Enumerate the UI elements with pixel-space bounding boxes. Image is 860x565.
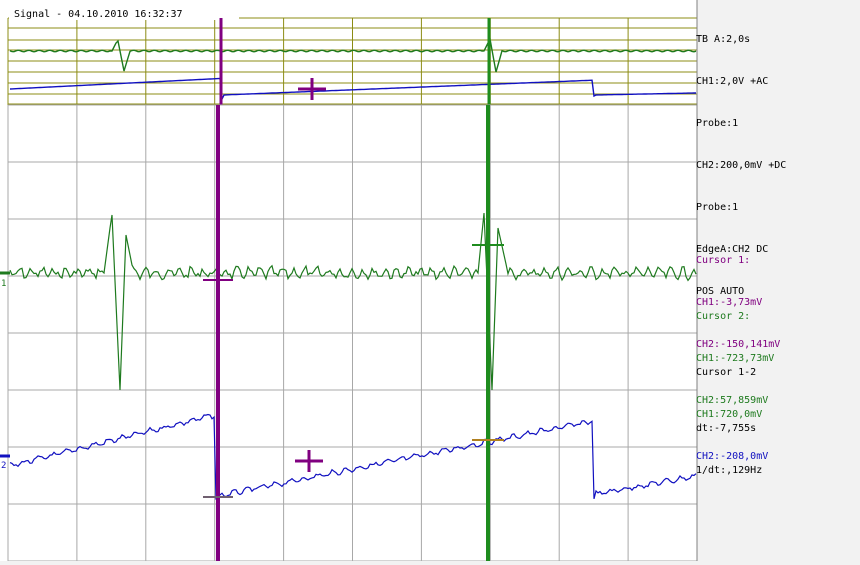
overview-trigger-marker[interactable] [298, 78, 326, 100]
window-title: Signal - 04.10.2010 16:32:37 [14, 9, 183, 20]
overview-ch2-trace [9, 77, 696, 102]
frequency-value: 1/dt:,129Hz [696, 465, 763, 476]
ch2-probe: Probe:1 [696, 202, 739, 213]
cursor1-ch1-value: CH1:-3,73mV [696, 297, 763, 308]
cursor1-title: Cursor 1: [696, 255, 751, 266]
cursor2-ch1-value: CH1:-723,73mV [696, 353, 775, 364]
timing-readout: dt:-7,755s 1/dt:,129Hz [696, 394, 860, 506]
cursor-delta-ch1: CH1:720,0mV [696, 409, 763, 420]
cursor2-ch2-value: CH2:57,859mV [696, 395, 769, 406]
ch1-setting: CH1:2,0V +AC [696, 76, 769, 87]
cursor-delta-title: Cursor 1-2 [696, 367, 757, 378]
ch2-marker-label: 2 [1, 461, 6, 471]
trigger-mode: POS AUTO [696, 286, 745, 297]
ch2-trace [9, 413, 697, 500]
cursor2-title: Cursor 2: [696, 311, 751, 322]
timebase-label: TB A:2,0s [696, 34, 751, 45]
ch1-trace [9, 212, 697, 391]
cursor1-ch2-value: CH2:-150,141mV [696, 339, 781, 350]
ch1-marker-label: 1 [1, 279, 6, 289]
overview-ch1-trace [9, 36, 697, 73]
cursor-delta-ch2: CH2:-208,0mV [696, 451, 769, 462]
trigger-edge: EdgeA:CH2 DC [696, 244, 769, 255]
title-bar-background [9, 6, 239, 20]
dt-value: dt:-7,755s [696, 423, 757, 434]
cursor1-readout: Cursor 1: CH1:-3,73mV CH2:-150,141mV [696, 226, 860, 380]
ch1-probe: Probe:1 [696, 118, 739, 129]
ch2-setting: CH2:200,0mV +DC [696, 160, 787, 171]
cursor2-readout: Cursor 2: CH1:-723,73mV CH2:57,859mV [696, 282, 860, 436]
settings-panel: TB A:2,0s CH1:2,0V +AC Probe:1 CH2:200,0… [696, 5, 860, 327]
cursor-delta-readout: Cursor 1-2 CH1:720,0mV CH2:-208,0mV [696, 338, 860, 492]
trigger-marker[interactable] [295, 450, 323, 472]
